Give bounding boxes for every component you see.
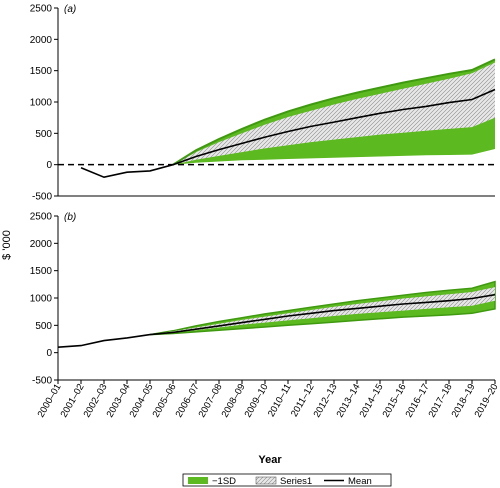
y-tick-label: 1500 <box>30 66 53 77</box>
y-tick-label: -500 <box>32 192 52 203</box>
y-tick-label: 2500 <box>30 212 53 223</box>
x-axis: 2000–012001–022002–032003–042004–052005–… <box>36 380 500 420</box>
panel-a: -500 0 500 1000 1500 2000 2500 (a) <box>30 4 496 203</box>
y-tick-label: 0 <box>46 348 52 359</box>
y-tick-label: 1000 <box>30 294 53 305</box>
legend-box <box>182 473 392 487</box>
y-tick-label: 1000 <box>30 98 53 109</box>
mean-line <box>57 293 496 348</box>
y-tick-label: 2000 <box>30 239 53 250</box>
panel-label: (a) <box>64 4 76 15</box>
y-tick-label: 2000 <box>30 35 53 46</box>
y-tick-label: 1500 <box>30 266 53 277</box>
legend: −1SD Series1 Mean <box>182 473 392 487</box>
series1-band <box>173 62 495 165</box>
y-tick-label: -500 <box>32 376 52 387</box>
y-tick-label: 500 <box>35 129 52 140</box>
legend-label: Mean <box>348 476 372 487</box>
x-axis-label: Year <box>258 454 282 466</box>
y-tick-label: 2500 <box>30 4 53 15</box>
legend-label: −1SD <box>212 476 236 487</box>
legend-label: Series1 <box>280 476 312 487</box>
legend-swatch-green <box>188 477 208 484</box>
upper-band-edge <box>172 58 496 166</box>
y-tick-label: 0 <box>46 160 52 171</box>
y-tick-label: 500 <box>35 321 52 332</box>
panel-b: -500 0 500 1000 1500 2000 2500 (b) <box>30 212 496 387</box>
panel-label: (b) <box>64 212 76 223</box>
mean-line <box>80 88 496 179</box>
y-axis-label: $ '000 <box>1 230 13 260</box>
legend-swatch-hatch <box>255 476 277 485</box>
